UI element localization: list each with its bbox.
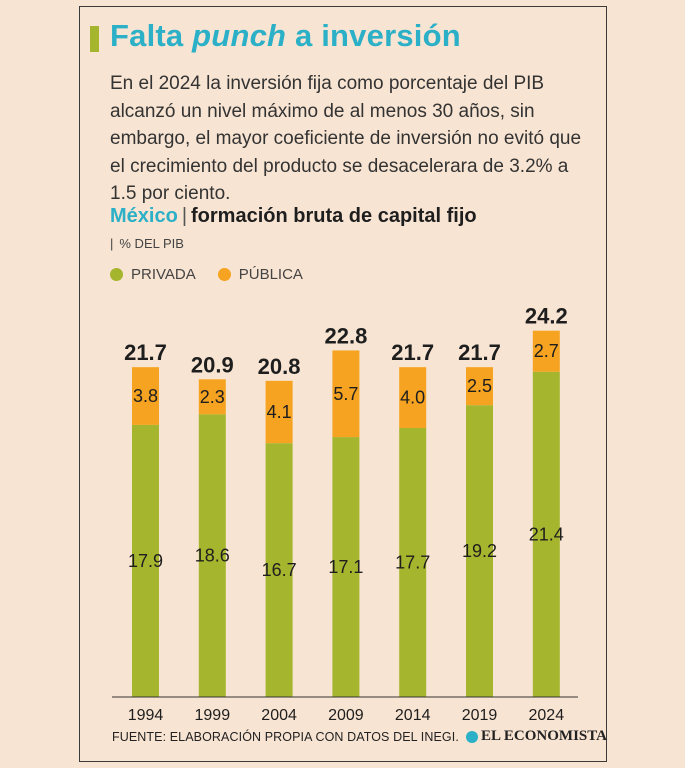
chart-subtitle: México | formación bruta de capital fijo	[110, 205, 477, 228]
legend-dot-publica	[217, 268, 231, 281]
bar-privada-2024	[532, 371, 560, 697]
data-label-total-2014: 21.7	[391, 340, 434, 365]
bar-publica-2014	[399, 367, 427, 428]
title-part-1: Falta	[110, 18, 193, 53]
bar-privada-2019	[466, 405, 493, 697]
bar-publica-2024	[532, 330, 560, 372]
bar-privada-2009	[332, 437, 360, 697]
unit-label: | % DEL PIB	[110, 236, 184, 251]
data-label-publica-1994: 3.8	[133, 386, 158, 406]
data-label-privada-1994: 17.9	[128, 551, 163, 571]
data-label-publica-2024: 2.7	[534, 341, 559, 361]
bar-privada-2014	[399, 427, 427, 697]
unit-separator: |	[110, 236, 114, 251]
bar-publica-2019	[466, 367, 493, 406]
brand-logo: EL ECONOMISTA	[466, 728, 607, 745]
x-tick-label-2004: 2004	[261, 707, 297, 724]
title-accent-bar	[90, 26, 99, 52]
bar-privada-1994	[132, 424, 159, 697]
frame-border	[79, 6, 607, 762]
unit-text: % DEL PIB	[119, 236, 184, 251]
bar-publica-1994	[132, 367, 159, 425]
bar-publica-2009	[332, 350, 360, 438]
legend-label-publica: PÚBLICA	[238, 266, 303, 283]
data-label-publica-2019: 2.5	[467, 376, 492, 396]
country-label: México	[110, 205, 178, 227]
x-tick-label-2019: 2019	[462, 707, 498, 724]
lead-paragraph: En el 2024 la inversión fija como porcen…	[110, 73, 582, 204]
title-part-2: a inversión	[286, 18, 461, 53]
data-label-total-1999: 20.9	[191, 352, 234, 377]
bar-publica-1999	[198, 379, 226, 415]
data-label-privada-2009: 17.1	[328, 557, 363, 577]
bar-privada-1999	[198, 414, 226, 697]
source-note: FUENTE: ELABORACIÓN PROPIA CON DATOS DEL…	[112, 730, 459, 744]
data-label-publica-2014: 4.0	[400, 388, 425, 408]
title-italic: punch	[192, 18, 287, 53]
legend-dot-privada	[110, 268, 123, 281]
data-label-privada-2024: 21.4	[529, 524, 564, 544]
page-title: Falta punch a inversión	[110, 18, 461, 54]
x-tick-label-2024: 2024	[529, 707, 565, 724]
bar-publica-2004	[265, 380, 293, 444]
bar-privada-2004	[265, 443, 293, 697]
legend-item-privada: PRIVADA	[110, 266, 196, 283]
data-label-total-2019: 21.7	[458, 340, 501, 365]
data-label-privada-1999: 18.6	[195, 546, 230, 566]
legend-label-privada: PRIVADA	[131, 266, 196, 283]
x-tick-label-1994: 1994	[128, 707, 164, 724]
x-tick-label-2014: 2014	[395, 707, 431, 724]
data-label-total-1994: 21.7	[124, 340, 167, 365]
data-label-publica-2009: 5.7	[333, 384, 358, 404]
x-tick-label-1999: 1999	[195, 707, 231, 724]
data-label-publica-2004: 4.1	[267, 402, 292, 422]
subtitle-text: formación bruta de capital fijo	[191, 205, 477, 227]
data-label-privada-2004: 16.7	[262, 560, 297, 580]
legend-item-publica: PÚBLICA	[217, 266, 303, 283]
data-label-total-2024: 24.2	[525, 304, 568, 329]
data-label-total-2004: 20.8	[258, 354, 301, 379]
brand-name: EL ECONOMISTA	[481, 728, 607, 744]
chart-legend: PRIVADA PÚBLICA	[110, 266, 325, 283]
subtitle-separator: |	[181, 205, 188, 227]
x-tick-label-2009: 2009	[328, 707, 364, 724]
brand-mark-icon	[466, 730, 478, 743]
data-label-privada-2014: 17.7	[395, 552, 430, 572]
data-label-publica-1999: 2.3	[200, 387, 225, 407]
data-label-privada-2019: 19.2	[462, 541, 497, 561]
data-label-total-2009: 22.8	[324, 323, 367, 348]
